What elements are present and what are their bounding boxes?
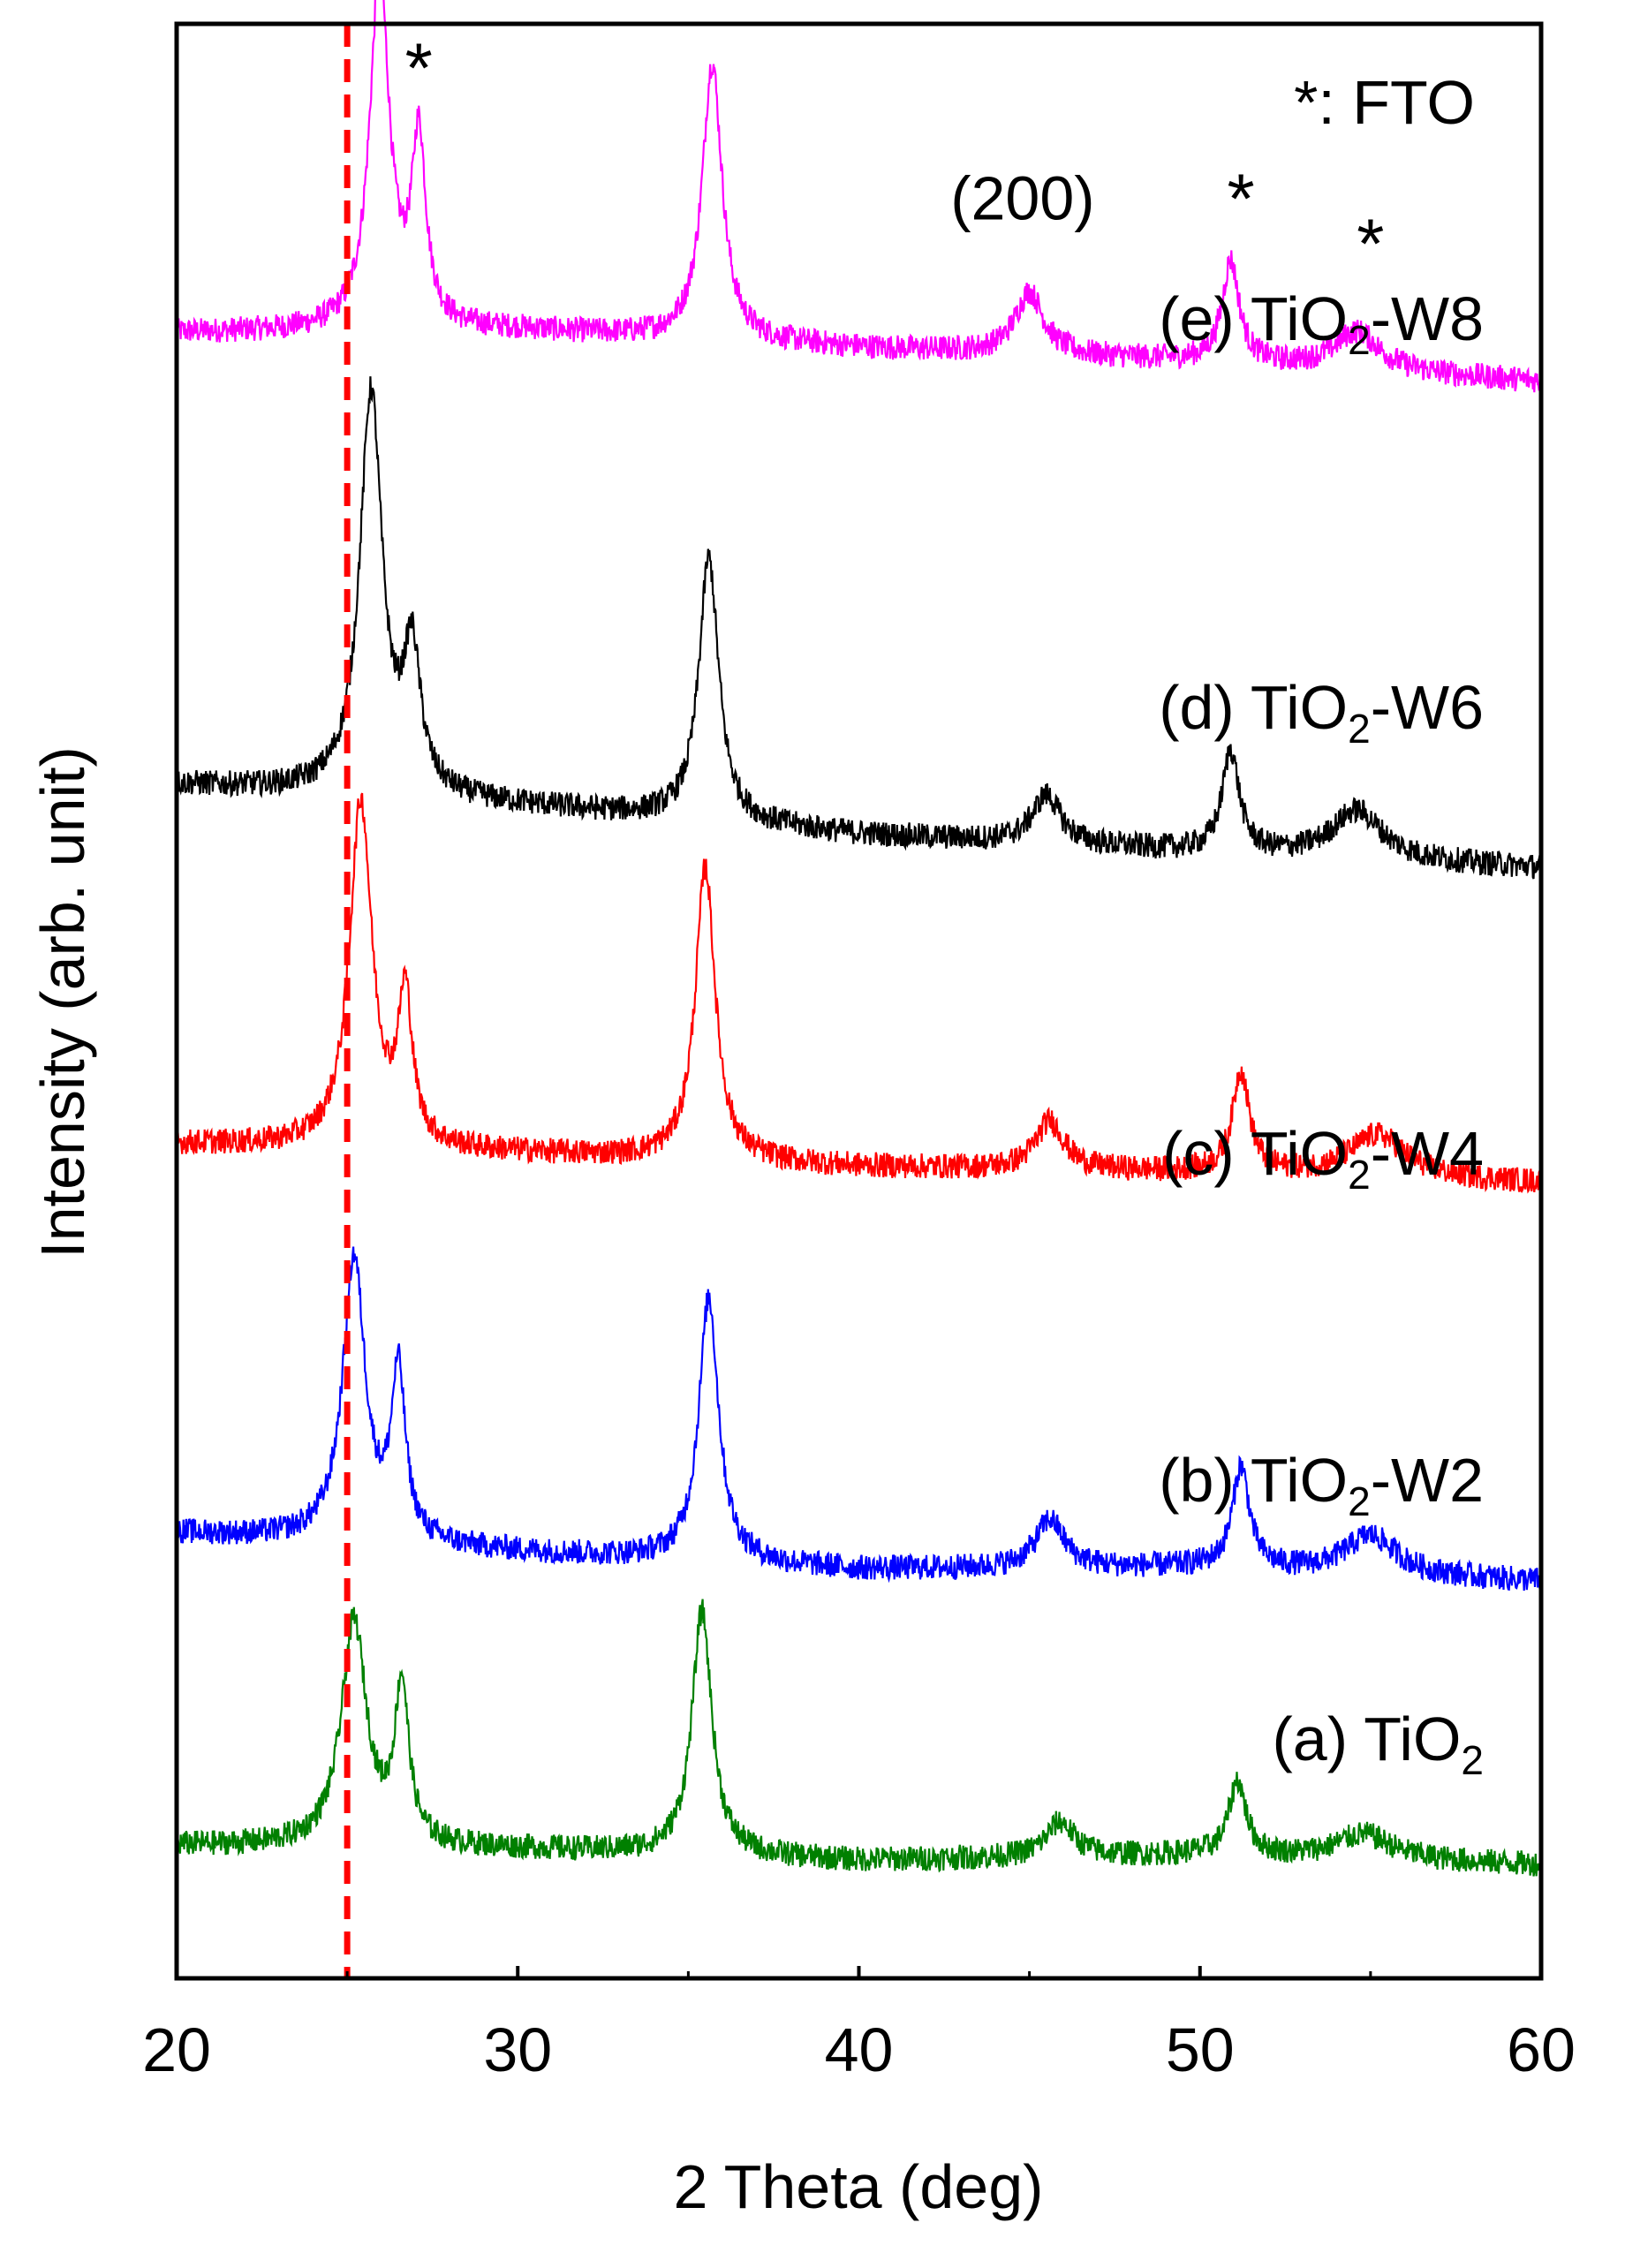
x-tick-label: 50 [1166,2015,1235,2084]
fto-legend: *: FTO [1294,68,1475,137]
series-label-2: (d) TiO2-W6 [1159,673,1484,752]
series-label-1: (e) TiO2-W8 [1159,284,1484,363]
peak-annotations: (101)**(200)** [405,0,1385,284]
series-layer [175,0,1543,1877]
fto-marker: * [684,0,712,39]
series-line-5 [175,1599,1543,1877]
x-tick-label: 30 [483,2015,552,2084]
fto-marker: * [1357,205,1384,284]
series-label-5: (a) TiO2 [1273,1705,1485,1783]
series-label-3: (c) TiO2-W4 [1162,1119,1484,1198]
series-line-4 [175,1246,1543,1591]
peak-index-label: (200) [950,163,1094,232]
series-label-4: (b) TiO2-W2 [1159,1446,1484,1524]
x-axis-label: 2 Theta (deg) [674,2152,1044,2221]
x-tick-label: 60 [1507,2015,1576,2084]
fto-marker: * [1228,160,1255,238]
series-line-2 [176,376,1543,880]
y-axis-label: Intensity (arb. unit) [28,746,97,1259]
series-line-3 [175,792,1543,1194]
series-line-1 [175,0,1543,393]
x-tick-label: 40 [825,2015,894,2084]
x-axis-ticks: 20 30 40 50 60 [142,1966,1576,2084]
fto-marker: * [405,28,433,107]
x-tick-label: 20 [142,2015,211,2084]
series-labels: (e) TiO2-W8 (d) TiO2-W6 (c) TiO2-W4 (b) TiO… [1159,284,1484,1783]
